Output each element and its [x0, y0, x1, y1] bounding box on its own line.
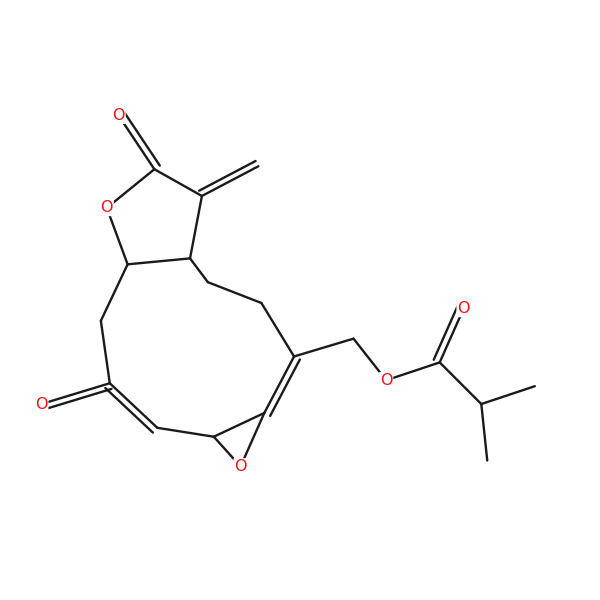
Text: O: O [235, 459, 247, 474]
Text: O: O [457, 301, 470, 316]
Text: O: O [101, 200, 113, 215]
Text: O: O [112, 108, 125, 123]
Text: O: O [380, 373, 392, 388]
Text: O: O [35, 397, 47, 412]
